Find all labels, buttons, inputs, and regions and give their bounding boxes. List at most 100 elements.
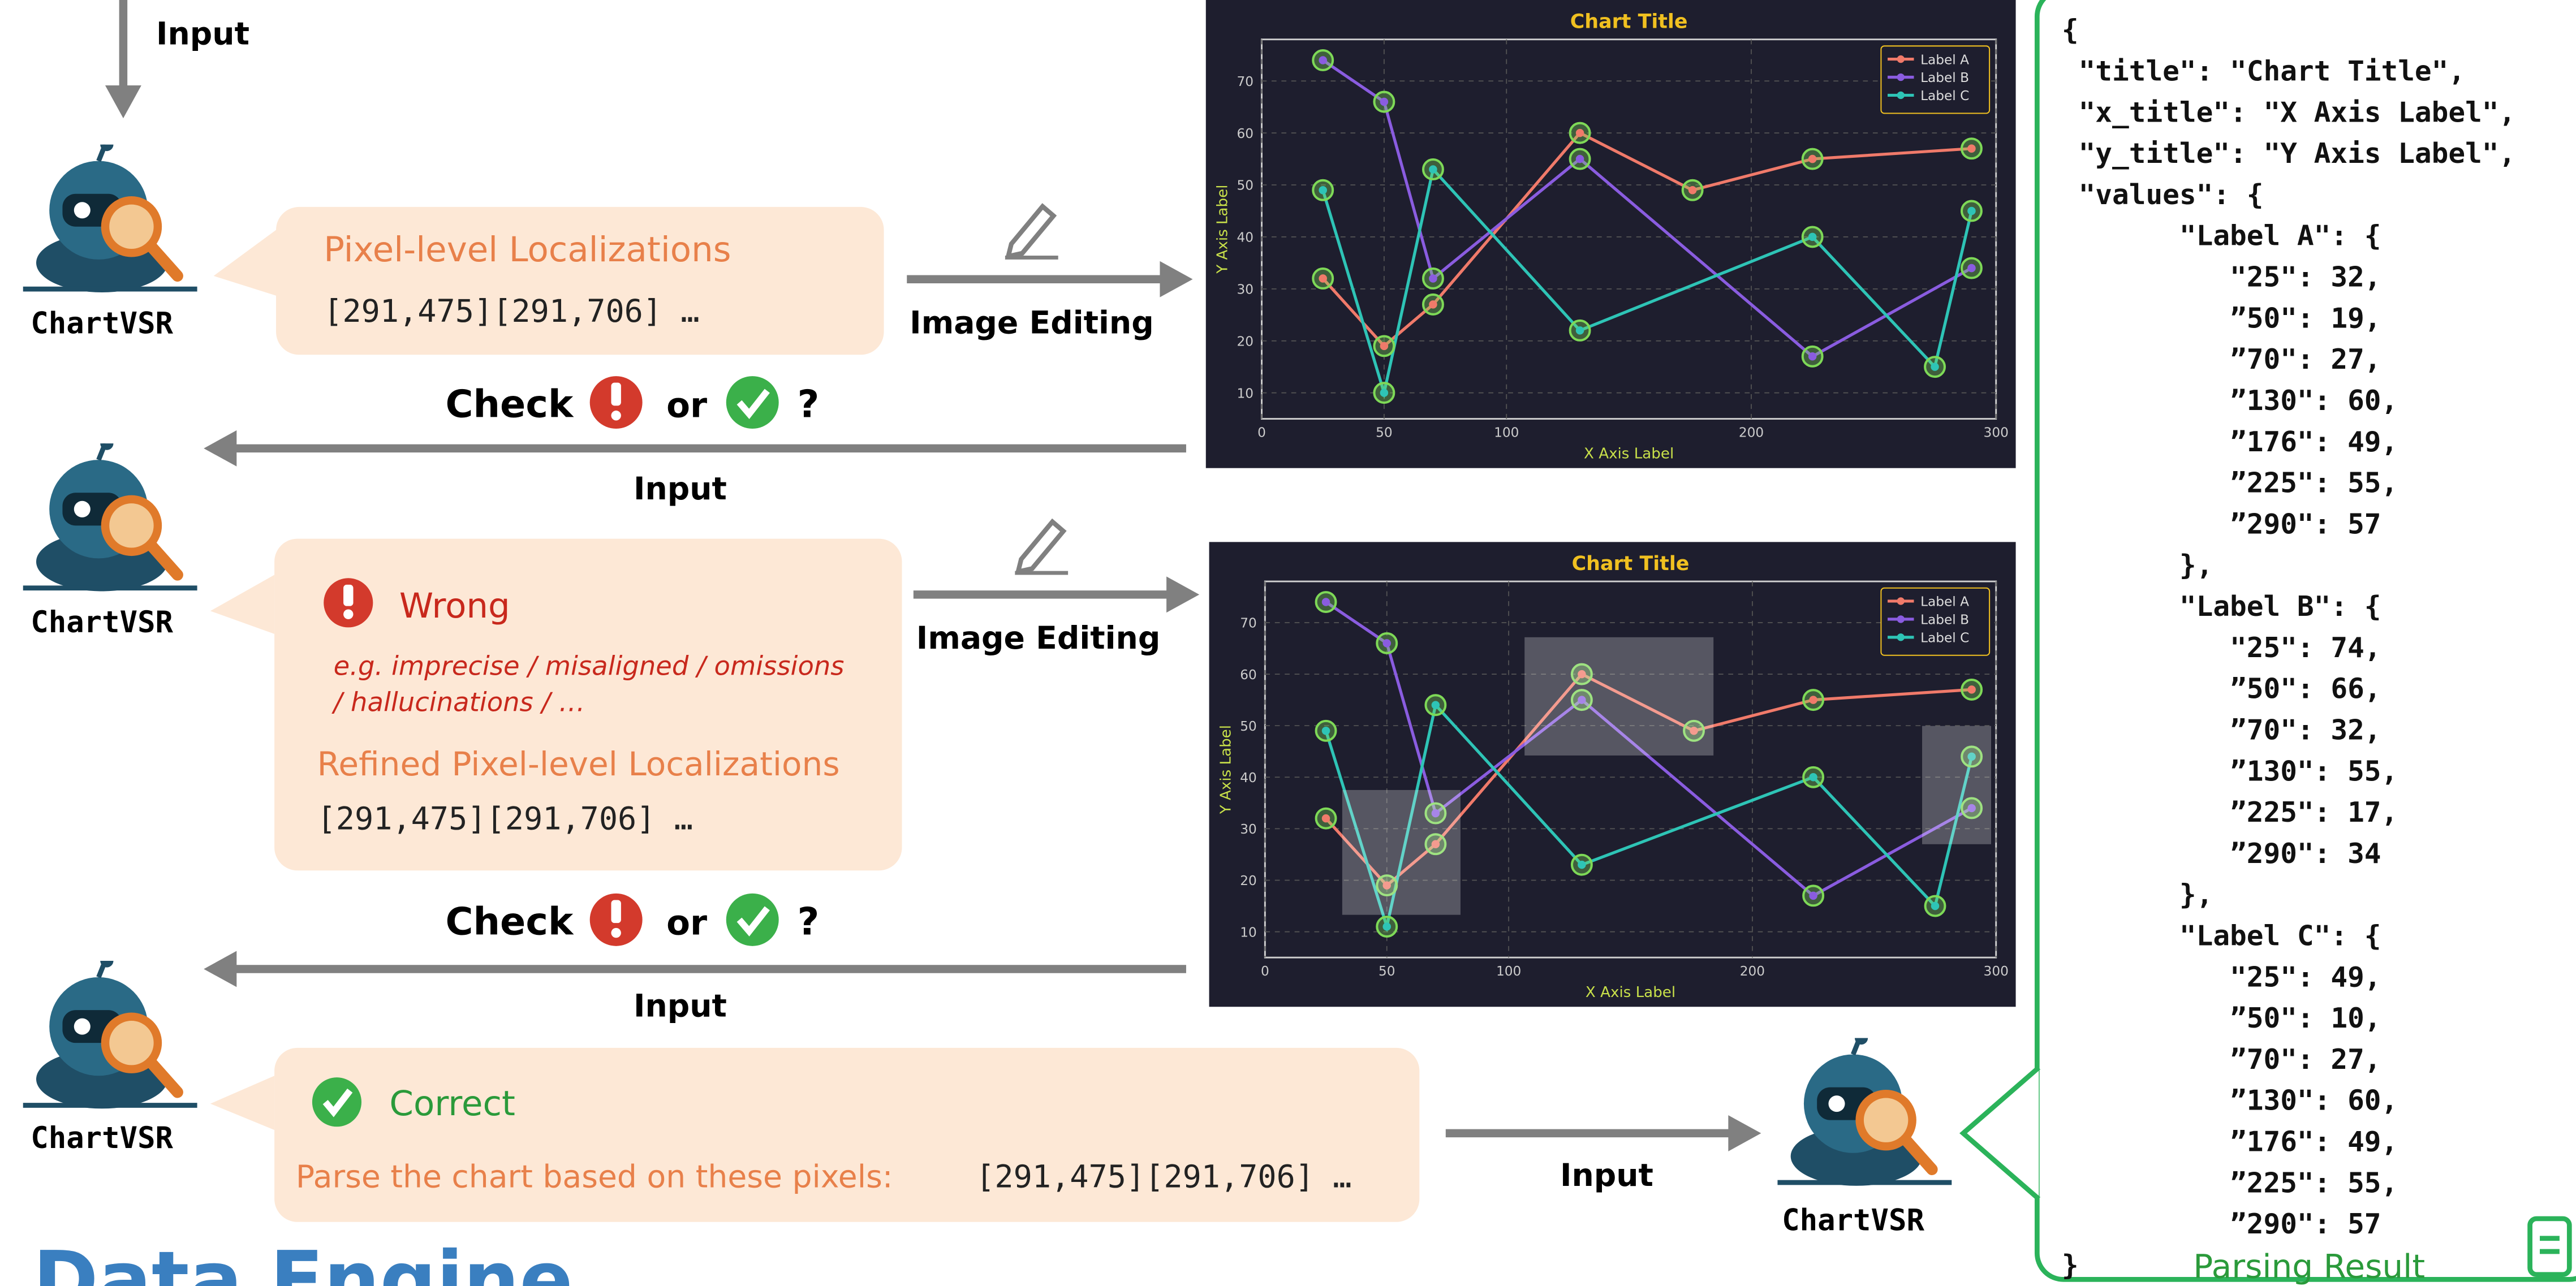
data-point bbox=[1808, 154, 1817, 163]
data-point bbox=[1967, 685, 1976, 694]
input-label: Input bbox=[156, 16, 249, 52]
arrow-head bbox=[1166, 576, 1200, 613]
y-tick-label: 40 bbox=[1237, 230, 1253, 245]
data-point bbox=[1578, 670, 1586, 679]
coords: [291,475][291,706] … bbox=[324, 294, 699, 330]
bubble-title: Pixel-level Localizations bbox=[324, 230, 731, 270]
instruction: Parse the chart based on these pixels: bbox=[296, 1159, 893, 1196]
x-tick-label: 50 bbox=[1376, 425, 1393, 441]
data-point bbox=[1382, 639, 1391, 648]
status-label: Wrong bbox=[399, 586, 510, 626]
json-line: "25": 49, bbox=[2062, 960, 2381, 993]
data-point bbox=[1429, 300, 1437, 309]
data-point bbox=[1931, 901, 1940, 910]
series-line bbox=[1325, 601, 1972, 897]
data-point bbox=[1319, 185, 1327, 195]
legend-label: Label B bbox=[1920, 70, 1969, 85]
or-label: or bbox=[666, 386, 707, 426]
data-point bbox=[1931, 363, 1939, 371]
x-tick-label: 200 bbox=[1739, 425, 1764, 441]
correct-icon bbox=[312, 1077, 362, 1127]
question-mark: ? bbox=[798, 382, 820, 426]
json-line: "Label B": { bbox=[2062, 590, 2381, 623]
result-box bbox=[2034, 0, 2576, 1282]
highlight-layer bbox=[1342, 637, 1992, 915]
y-tick-label: 50 bbox=[1240, 719, 1257, 734]
data-point bbox=[1690, 727, 1698, 735]
y-axis-title: Y Axis Label bbox=[1214, 185, 1231, 274]
json-line: ”290": 57 bbox=[2062, 1207, 2381, 1240]
status-label: Correct bbox=[389, 1084, 515, 1124]
result-label: Parsing Result bbox=[2193, 1247, 2425, 1285]
bubble-tail bbox=[210, 1076, 275, 1130]
json-line: }, bbox=[2062, 549, 2213, 581]
example-text: / hallucinations / … bbox=[331, 687, 585, 718]
x-tick-label: 300 bbox=[1984, 964, 2009, 979]
agent-label: ChartVSR bbox=[31, 1121, 173, 1155]
robot-icon bbox=[23, 437, 197, 592]
correct-icon-mark bbox=[736, 906, 770, 937]
chart-title: Chart Title bbox=[1570, 10, 1688, 33]
robot-icon bbox=[23, 138, 197, 292]
arrow-head bbox=[1160, 261, 1193, 297]
coords: [291,475][291,706] … bbox=[317, 801, 693, 838]
data-point bbox=[1967, 804, 1976, 813]
chart: 10 20 30 40 50 60 70 0 50 100 200 300 Chart Title X A… bbox=[1217, 553, 2009, 1001]
y-tick-label: 60 bbox=[1237, 126, 1253, 141]
bubble-tail bbox=[213, 230, 277, 296]
y-tick-label: 40 bbox=[1240, 770, 1257, 786]
data-point bbox=[1431, 701, 1440, 710]
question-mark: ? bbox=[798, 899, 820, 943]
highlight-box bbox=[1524, 637, 1714, 756]
json-line: ”176": 49, bbox=[2062, 425, 2398, 458]
data-point bbox=[1380, 342, 1389, 351]
pencil-icon bbox=[1015, 522, 1068, 573]
x-tick-label: 50 bbox=[1379, 964, 1395, 979]
section-title: Data Engine bbox=[33, 1235, 573, 1286]
json-line: ”50": 66, bbox=[2062, 672, 2381, 705]
data-point bbox=[1575, 154, 1584, 163]
agent-label: ChartVSR bbox=[1782, 1203, 1924, 1237]
data-point bbox=[1809, 696, 1817, 704]
data-point bbox=[1321, 598, 1330, 606]
arrow-head bbox=[1728, 1115, 1761, 1151]
data-point bbox=[1578, 860, 1586, 869]
x-axis-title: X Axis Label bbox=[1584, 445, 1674, 462]
legend-label: Label C bbox=[1920, 631, 1969, 646]
json-line: { bbox=[2062, 14, 2079, 46]
y-tick-label: 70 bbox=[1237, 74, 1253, 89]
robot-icon bbox=[1777, 1032, 1952, 1186]
series-line bbox=[1322, 59, 1972, 359]
json-line: }, bbox=[2062, 878, 2213, 911]
legend-label: Label A bbox=[1920, 594, 1969, 610]
chart: 10 20 30 40 50 60 70 0 50 100 200 300 Chart Title X A… bbox=[1214, 10, 2009, 462]
data-point bbox=[1431, 840, 1440, 848]
bubble bbox=[276, 206, 884, 355]
arrow-head bbox=[204, 430, 237, 467]
y-axis-title: Y Axis Label bbox=[1217, 725, 1234, 814]
legend-marker bbox=[1897, 73, 1905, 81]
data-point bbox=[1321, 727, 1330, 735]
json-line: ”70": 27, bbox=[2062, 1043, 2381, 1076]
json-line: ”176": 49, bbox=[2062, 1125, 2398, 1158]
bubble-tail bbox=[210, 575, 275, 635]
x-tick-label: 0 bbox=[1261, 964, 1269, 979]
correct-icon-mark bbox=[736, 389, 770, 420]
data-point bbox=[1382, 881, 1391, 890]
json-line: ”225": 17, bbox=[2062, 796, 2398, 828]
agent-label: ChartVSR bbox=[31, 307, 173, 341]
or-label: or bbox=[666, 903, 707, 943]
wrong-icon-dot bbox=[611, 411, 621, 421]
legend-label: Label A bbox=[1920, 52, 1969, 67]
highlight-box bbox=[1342, 789, 1461, 915]
correct-icon-mark bbox=[322, 1088, 353, 1117]
wrong-icon-mark bbox=[343, 584, 354, 606]
data-point bbox=[1967, 264, 1976, 273]
y-tick-label: 50 bbox=[1237, 178, 1253, 193]
json-line: ”130": 60, bbox=[2062, 1084, 2398, 1117]
data-point bbox=[1382, 922, 1391, 931]
correct-icon bbox=[726, 893, 779, 946]
legend-marker bbox=[1897, 91, 1905, 100]
data-point bbox=[1575, 128, 1584, 137]
